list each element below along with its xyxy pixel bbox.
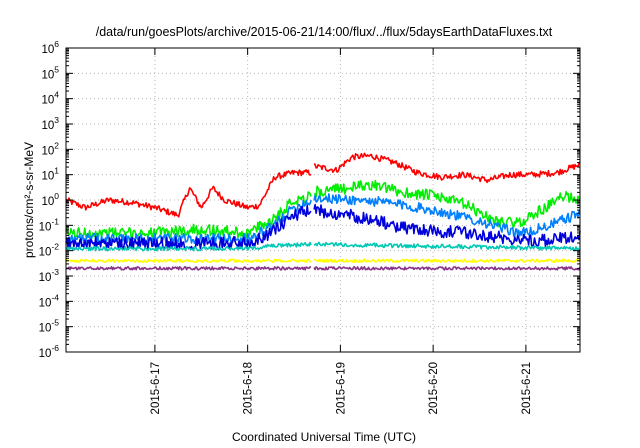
- y-tick-label: 106: [41, 39, 59, 56]
- x-tick-label: 2015-6-21: [521, 362, 533, 414]
- x-axis: 2015-6-17 2015-6-18 2015-6-19 2015-6-20 2015…: [150, 48, 533, 414]
- y-tick-label: 105: [41, 64, 59, 81]
- chart-title: /data/run/goesPlots/archive/2015-06-21/1…: [96, 25, 553, 39]
- y-tick-label: 10-6: [39, 343, 60, 360]
- y-tick-label: 10-1: [39, 216, 60, 233]
- x-tick-label: 2015-6-17: [150, 362, 162, 414]
- flux-series-line: [65, 258, 581, 264]
- x-tick-label: 2015-6-20: [428, 362, 440, 414]
- y-tick-label: 104: [41, 90, 59, 107]
- flux-series-line: [65, 266, 581, 271]
- flux-series-line: [65, 193, 581, 245]
- x-tick-label: 2015-6-18: [243, 362, 255, 414]
- flux-series-line: [65, 241, 581, 252]
- x-axis-label: Coordinated Universal Time (UTC): [232, 430, 416, 444]
- flux-series-line: [65, 152, 581, 218]
- y-tick-label: 10-4: [39, 292, 60, 309]
- y-tick-label: 10-5: [39, 318, 60, 335]
- y-tick-label: 101: [41, 166, 59, 183]
- y-tick-label: 10-2: [39, 242, 60, 259]
- y-tick-label: 102: [41, 140, 59, 157]
- y-tick-label: 10-3: [39, 267, 60, 284]
- x-tick-label: 2015-6-19: [335, 362, 347, 414]
- y-tick-label: 103: [41, 115, 59, 132]
- y-axis-label: protons/cm²-s-sr-MeV: [22, 142, 36, 258]
- y-tick-label: 100: [41, 191, 59, 208]
- y-axis: 106 105 104 103 102 101 100 10-1 10-2 10-3 10-4 10-…: [39, 39, 580, 360]
- series-layer: [65, 152, 581, 271]
